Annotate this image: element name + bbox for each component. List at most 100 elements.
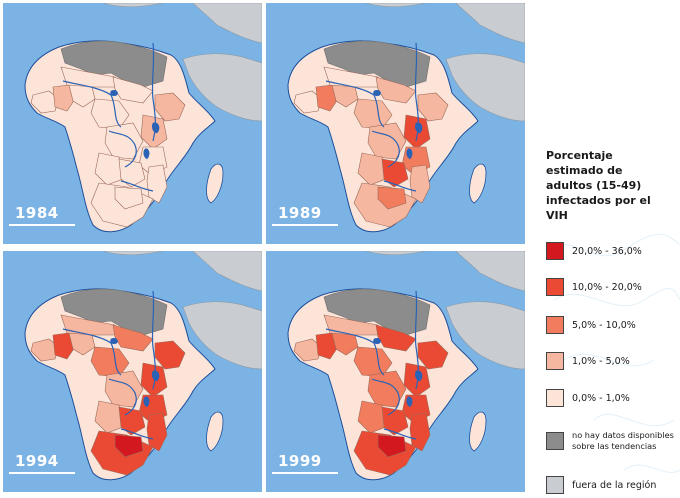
lake-1 <box>406 396 413 408</box>
lake-0 <box>151 370 160 382</box>
legend-label: 20,0% - 36,0% <box>572 245 642 257</box>
region-mozambique <box>409 412 431 452</box>
region-west-coast <box>30 338 60 362</box>
region-zambia <box>381 406 409 436</box>
year-label: 1989 <box>278 204 322 222</box>
legend-swatch <box>546 432 564 450</box>
map-panel-1984: 1984 <box>3 3 262 244</box>
region-botswana <box>114 186 144 210</box>
region-ethiopia <box>417 92 449 122</box>
region-botswana <box>114 434 144 458</box>
lake-2 <box>110 337 118 345</box>
europe-landmass <box>365 251 525 292</box>
legend-label: no hay datos disponibles sobre las tende… <box>572 430 674 451</box>
river-2 <box>108 378 137 416</box>
region-angola <box>94 400 124 434</box>
lake-1 <box>406 148 413 160</box>
lake-0 <box>414 370 423 382</box>
europe-landmass <box>102 251 262 292</box>
year-label: 1984 <box>15 204 59 222</box>
legend-swatch <box>546 476 564 494</box>
region-botswana <box>377 434 407 458</box>
legend-item-outside-region: fuera de la región <box>546 476 656 494</box>
lake-2 <box>373 337 381 345</box>
year-underline <box>9 224 75 226</box>
region-ethiopia <box>417 340 449 370</box>
legend-item-1-5: 1,0% - 5,0% <box>546 352 630 370</box>
region-chad-sudan <box>375 324 417 352</box>
region-ethiopia <box>154 92 186 122</box>
year-underline <box>272 472 338 474</box>
madagascar <box>469 163 487 204</box>
river-3 <box>120 428 154 440</box>
madagascar <box>206 411 224 452</box>
legend-swatch <box>546 278 564 296</box>
legend-label: 1,0% - 5,0% <box>572 355 630 367</box>
lake-1 <box>143 396 150 408</box>
legend-item-0-1: 0,0% - 1,0% <box>546 389 630 407</box>
europe-landmass <box>365 3 525 44</box>
legend-label: fuera de la región <box>572 479 657 491</box>
africa-map <box>3 251 262 492</box>
year-underline <box>9 472 75 474</box>
region-west-africa-a <box>315 84 339 112</box>
africa-map <box>266 251 525 492</box>
africa-map <box>3 3 262 244</box>
legend-swatch <box>546 242 564 260</box>
river-3 <box>383 180 417 192</box>
year-label: 1999 <box>278 452 322 470</box>
region-zambia <box>118 158 146 188</box>
river-3 <box>120 180 154 192</box>
legend: Porcentaje estimado de adultos (15-49) i… <box>534 0 680 498</box>
legend-label: 10,0% - 20,0% <box>572 281 642 293</box>
map-panel-1999: 1999 <box>266 251 525 492</box>
arabia-landmass <box>445 53 525 122</box>
region-chad-sudan <box>375 76 417 104</box>
region-west-africa-a <box>52 332 76 360</box>
lake-0 <box>151 122 160 134</box>
region-angola <box>94 152 124 186</box>
region-west-coast <box>293 90 323 114</box>
legend-swatch <box>546 316 564 334</box>
year-label: 1994 <box>15 452 59 470</box>
legend-swatch <box>546 352 564 370</box>
region-zambia <box>381 158 409 188</box>
legend-item-no-data: no hay datos disponibles sobre las tende… <box>546 430 680 451</box>
map-panel-1994: 1994 <box>3 251 262 492</box>
region-congo <box>367 370 407 408</box>
region-west-africa-a <box>52 84 76 112</box>
legend-item-5-10: 5,0% - 10,0% <box>546 316 636 334</box>
lake-1 <box>143 148 150 160</box>
europe-landmass <box>102 3 262 44</box>
arabia-landmass <box>182 301 262 370</box>
decorative-contour-lines <box>543 233 680 473</box>
legend-title: Porcentaje estimado de adultos (15-49) i… <box>546 149 651 222</box>
region-mozambique <box>146 164 168 204</box>
region-congo <box>367 122 407 160</box>
region-congo <box>104 122 144 160</box>
region-mozambique <box>146 412 168 452</box>
legend-label: 5,0% - 10,0% <box>572 319 636 331</box>
river-2 <box>108 130 137 168</box>
river-2 <box>371 130 400 168</box>
lake-2 <box>373 89 381 97</box>
africa-map <box>266 3 525 244</box>
arabia-landmass <box>182 53 262 122</box>
legend-label: 0,0% - 1,0% <box>572 392 630 404</box>
year-underline <box>272 224 338 226</box>
madagascar <box>469 411 487 452</box>
legend-swatch <box>546 389 564 407</box>
region-west-africa-a <box>315 332 339 360</box>
region-congo <box>104 370 144 408</box>
region-angola <box>357 152 387 186</box>
region-angola <box>357 400 387 434</box>
region-mozambique <box>409 164 431 204</box>
arabia-landmass <box>445 301 525 370</box>
region-west-coast <box>30 90 60 114</box>
region-zambia <box>118 406 146 436</box>
madagascar <box>206 163 224 204</box>
lake-0 <box>414 122 423 134</box>
region-chad-sudan <box>112 76 154 104</box>
lake-2 <box>110 89 118 97</box>
river-2 <box>371 378 400 416</box>
